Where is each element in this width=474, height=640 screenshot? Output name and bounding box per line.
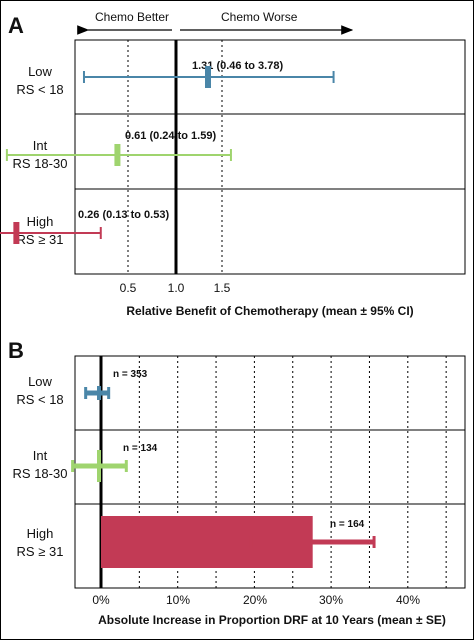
panel-a-xtick-1: 1.0 (168, 281, 185, 295)
panel-a-point-int (114, 144, 121, 166)
panel-a-xtick-0: 0.5 (120, 281, 137, 295)
panel-b-n-int: n = 134 (123, 443, 158, 454)
panel-b-plot-border (74, 355, 466, 589)
panel-a-row-low-sublabel: RS < 18 (16, 82, 63, 97)
panel-a-xtick-2: 1.5 (214, 281, 231, 295)
panel-b-row-low-label: Low (28, 374, 52, 389)
panel-b-marks (71, 386, 376, 568)
panel-b-row-int-label: Int (33, 448, 48, 463)
panel-a-row-int-sublabel: RS 18-30 (13, 156, 68, 171)
panel-a-row-high-label: High (27, 214, 54, 229)
panel-a-xlabel: Relative Benefit of Chemotherapy (mean ±… (126, 304, 413, 318)
panel-b-xtick-3: 30% (319, 593, 343, 607)
panel-a-letter: A (8, 13, 24, 38)
panel-b-xtick-2: 20% (243, 593, 267, 607)
panel-a-plot-border (74, 39, 466, 275)
direction-label-right: Chemo Worse (221, 10, 298, 24)
panel-b-xtick-1: 10% (166, 593, 190, 607)
panel-b-n-high: n = 164 (330, 519, 365, 530)
panel-a-estimate-low: 1.31 (0.46 to 3.78) (192, 60, 283, 72)
panel-b-gridlines (138, 356, 447, 588)
panel-a-point-low (204, 66, 211, 88)
panel-b-row-low-sublabel: RS < 18 (16, 392, 63, 407)
panel-b-xtick-0: 0% (92, 593, 110, 607)
panel-b-xtick-4: 40% (396, 593, 420, 607)
panel-a-row-low-label: Low (28, 64, 52, 79)
panel-b-row-high-label: High (27, 526, 54, 541)
panel-a-row-high-sublabel: RS ≥ 31 (17, 232, 64, 247)
direction-label-left: Chemo Better (95, 10, 169, 24)
panel-a-row-int-label: Int (33, 138, 48, 153)
panel-a-marks (0, 66, 335, 244)
panel-b-row-int-sublabel: RS 18-30 (13, 466, 68, 481)
panel-b-letter: B (8, 338, 24, 363)
panel-a-estimate-int: 0.61 (0.24 to 1.59) (125, 130, 216, 142)
panel-a-estimate-high: 0.26 (0.13 to 0.53) (78, 209, 169, 221)
panel-b-row-high-sublabel: RS ≥ 31 (17, 544, 64, 559)
panel-b-n-low: n = 353 (113, 369, 148, 380)
panel-a-point-high (13, 222, 20, 244)
panel-b-xlabel: Absolute Increase in Proportion DRF at 1… (98, 613, 446, 627)
